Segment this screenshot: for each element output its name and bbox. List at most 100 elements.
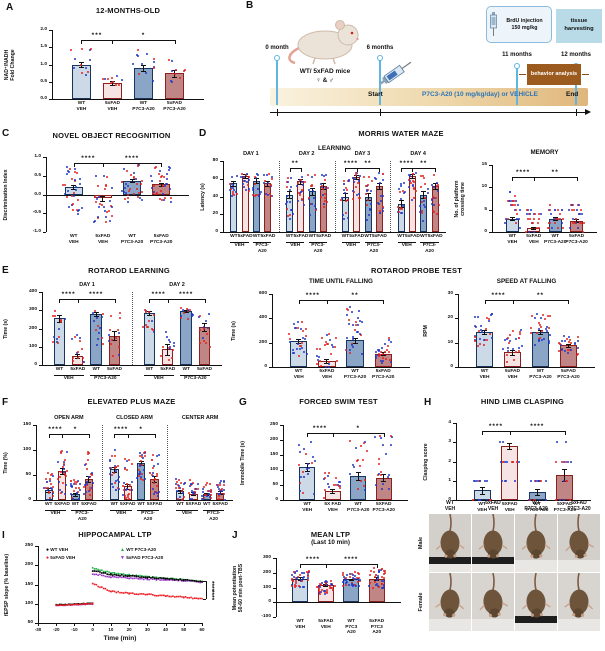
y-tick-label: 1.0 [40, 61, 47, 67]
data-point [399, 207, 402, 210]
error-cap [202, 330, 208, 332]
data-point [529, 499, 532, 501]
data-point [530, 208, 533, 211]
error-cap [129, 179, 135, 181]
data-point [175, 482, 178, 485]
data-point [357, 330, 360, 333]
mean-ltp-title: MEAN LTP [310, 530, 351, 539]
data-point [345, 576, 348, 579]
error-cap [479, 486, 485, 488]
data-point [298, 574, 301, 577]
data-point [317, 358, 320, 361]
data-point [572, 217, 575, 220]
y-tick [273, 617, 276, 618]
data-point [351, 342, 354, 345]
data-point [360, 445, 363, 448]
data-point [52, 335, 55, 338]
error-bar [423, 191, 425, 199]
error-bar [75, 492, 77, 496]
data-point [96, 185, 99, 188]
data-point [220, 489, 223, 492]
data-point [560, 222, 563, 225]
data-point [89, 48, 92, 51]
data-point [65, 450, 68, 453]
data-point [555, 499, 558, 501]
data-point [251, 186, 254, 189]
sig-bracket-end [112, 40, 114, 45]
data-point [506, 360, 509, 363]
panel-label-b: B [246, 0, 254, 11]
data-point [509, 190, 512, 193]
data-point [412, 197, 415, 200]
data-point [433, 186, 436, 189]
y-tick [453, 461, 456, 463]
data-point [317, 585, 320, 588]
y-tick [43, 213, 46, 215]
data-point [77, 199, 80, 202]
data-point [132, 171, 135, 174]
data-point [530, 222, 533, 225]
data-point [68, 205, 71, 208]
error-cap [287, 198, 293, 200]
data-point [76, 171, 79, 174]
y-tick-label: 200 [258, 339, 267, 345]
data-point [155, 491, 158, 494]
data-point [387, 338, 390, 341]
data-point [384, 343, 387, 346]
mouse-icon [288, 20, 359, 65]
error-bar [289, 191, 291, 199]
data-point [217, 497, 220, 500]
y-tick [33, 450, 36, 451]
data-point [113, 449, 116, 452]
x-label: 5xFAD P7C3-A20 [150, 234, 173, 245]
speed-at-falling-header: SPEED AT FALLING [496, 278, 557, 285]
data-point [370, 202, 373, 205]
data-point [342, 574, 345, 577]
x-label: 5xFAD VEH [505, 369, 520, 380]
end-label: End [566, 91, 579, 98]
error-cap [565, 343, 571, 345]
error-cap [78, 61, 84, 63]
data-point [266, 193, 269, 196]
data-point [484, 479, 487, 482]
data-point [537, 499, 540, 501]
data-point [323, 590, 326, 593]
group-label: P7C3-A20 [71, 510, 94, 523]
sig-stars: ** [536, 291, 544, 299]
data-point [297, 321, 300, 324]
x-label: 5xFAD [427, 234, 443, 239]
data-point [381, 207, 384, 210]
sig-bracket [509, 430, 565, 432]
time-until-falling-header: TIME UNTIL FALLING [309, 278, 373, 285]
sig-stars: ** [351, 291, 359, 299]
data-point [179, 307, 182, 310]
sig-stars: **** [399, 160, 414, 168]
data-point [478, 499, 481, 501]
data-point [87, 489, 90, 492]
x-label: WT P7C3-A20 [343, 369, 367, 380]
x-label: WT VEH [477, 502, 488, 513]
y-axis [276, 558, 277, 617]
y-tick-label: 1.5 [40, 44, 47, 50]
data-point [335, 477, 338, 480]
data-point [71, 498, 74, 501]
mouse-photo [472, 572, 514, 631]
data-point [233, 193, 236, 196]
data-point [139, 477, 142, 480]
data-point [353, 575, 356, 578]
x-label: WT P7C3-A20 [347, 502, 370, 513]
data-point [90, 473, 93, 476]
data-point [537, 479, 540, 482]
behavior-analysis-box: behavior analysis [527, 64, 581, 85]
y-tick [455, 342, 458, 344]
data-point [96, 198, 99, 201]
data-point [506, 353, 509, 356]
epm-title: ELEVATED PLUS MAZE [87, 397, 176, 406]
data-point [141, 457, 144, 460]
x-label: WT [285, 234, 294, 239]
sig-stars: **** [81, 155, 96, 162]
data-point [382, 483, 385, 486]
data-point [382, 587, 385, 590]
data-point [478, 343, 481, 346]
data-point [382, 173, 385, 176]
